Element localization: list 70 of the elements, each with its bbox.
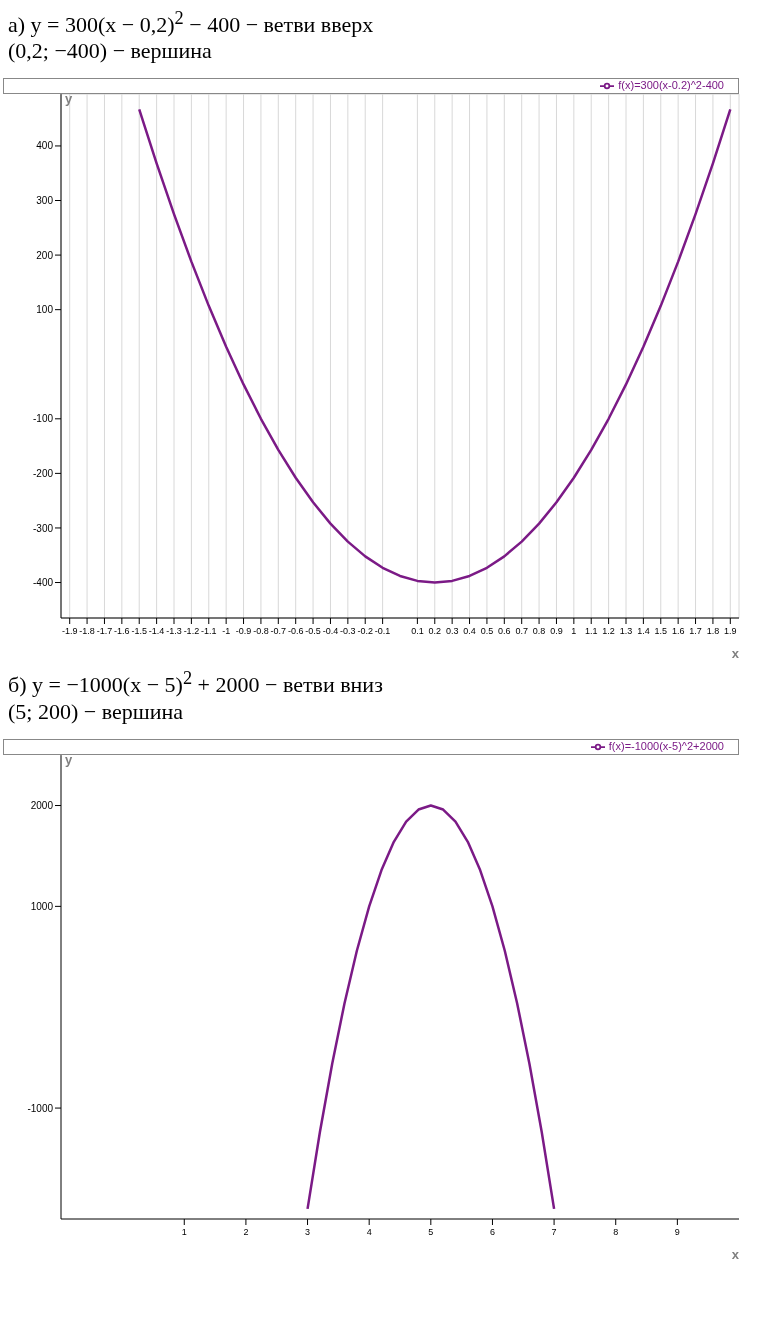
x-tick-label: 4 bbox=[366, 1227, 372, 1238]
y-tick-label: 300 bbox=[36, 195, 54, 207]
x-tick-label: -0.5 bbox=[305, 626, 321, 637]
chart-title: а) y = 300(x − 0,2)$^{2}$ − 400 − ветви вверх bbox=[8, 8, 375, 39]
x-tick-label: 0.4 bbox=[463, 626, 476, 637]
y-tick-label: 1000 bbox=[30, 900, 54, 912]
x-tick-label: -1.1 bbox=[201, 626, 217, 637]
x-tick-label: -1.8 bbox=[79, 626, 95, 637]
x-axis-title: x bbox=[731, 1246, 740, 1262]
line-series bbox=[137, 108, 732, 585]
y-tick-label: -100 bbox=[32, 413, 54, 425]
x-tick-label: -0.9 bbox=[235, 626, 252, 637]
x-tick-label: 9 bbox=[674, 1227, 680, 1238]
x-tick-label: 2 bbox=[243, 1227, 249, 1238]
x-tick-label: 1.9 bbox=[724, 626, 737, 637]
y-tick-label: -200 bbox=[32, 468, 54, 480]
x-tick-label: -1.4 bbox=[148, 626, 165, 637]
x-tick-label: -1.6 bbox=[114, 626, 130, 637]
x-tick-label: 0.7 bbox=[515, 626, 528, 637]
x-tick-label: 0.6 bbox=[498, 626, 511, 637]
x-tick-label: 0.5 bbox=[480, 626, 494, 637]
x-tick-label: 1 bbox=[181, 1227, 187, 1238]
x-tick-label: -0.3 bbox=[340, 626, 356, 637]
x-tick-label: -0.1 bbox=[374, 626, 391, 637]
x-tick-label: 3 bbox=[305, 1227, 311, 1238]
y-tick-label: 100 bbox=[36, 304, 54, 316]
x-tick-label: 0.9 bbox=[550, 626, 563, 637]
chart-subtitle: (0,2; −400) − вершина bbox=[8, 38, 213, 65]
x-tick-label: 0.1 bbox=[411, 626, 424, 637]
legend-label: f(x)=300(x-0.2)^2-400 bbox=[618, 79, 724, 92]
x-tick-label: -0.8 bbox=[253, 626, 269, 637]
x-tick-label: -0.7 bbox=[270, 626, 287, 637]
x-tick-label: 1.7 bbox=[689, 626, 702, 637]
y-tick-label: -400 bbox=[32, 577, 54, 589]
x-tick-label: 1 bbox=[571, 626, 577, 637]
x-tick-label: 1.3 bbox=[619, 626, 633, 637]
x-tick-label: -1.9 bbox=[61, 626, 78, 637]
x-tick-label: 0.2 bbox=[428, 626, 442, 637]
x-tick-label: 0.3 bbox=[445, 626, 459, 637]
x-tick-label: 1.6 bbox=[671, 626, 685, 637]
y-tick-label: -300 bbox=[32, 522, 54, 534]
chart-title: б) y = −1000(x − 5)$^{2}$ + 2000 − ветви вниз bbox=[8, 668, 384, 699]
y-tick-label: -1000 bbox=[27, 1102, 54, 1114]
x-tick-label: 7 bbox=[551, 1227, 557, 1238]
x-tick-label: 1.4 bbox=[637, 626, 650, 637]
x-tick-label: -1.5 bbox=[131, 626, 147, 637]
line-series bbox=[306, 803, 556, 1210]
x-tick-label: -1.2 bbox=[183, 626, 200, 637]
y-axis-title: y bbox=[65, 91, 73, 107]
x-tick-label: 1.1 bbox=[584, 626, 598, 637]
x-tick-label: 1.8 bbox=[706, 626, 720, 637]
x-tick-label: 5 bbox=[428, 1227, 434, 1238]
x-tick-label: 1.5 bbox=[654, 626, 668, 637]
y-axis-title: y bbox=[65, 751, 73, 767]
x-tick-label: -0.6 bbox=[287, 626, 304, 637]
x-tick-label: 1.2 bbox=[602, 626, 615, 637]
legend-label: f(x)=-1000(x-5)^2+2000 bbox=[608, 739, 724, 752]
x-tick-label: 0.8 bbox=[532, 626, 546, 637]
x-tick-label: -1.7 bbox=[96, 626, 113, 637]
x-tick-label: -0.4 bbox=[322, 626, 339, 637]
chart-subtitle: (5; 200) − вершина bbox=[8, 698, 184, 725]
y-tick-label: 2000 bbox=[30, 799, 54, 811]
x-tick-label: -0.2 bbox=[357, 626, 373, 637]
x-tick-label: -1.3 bbox=[166, 626, 182, 637]
y-tick-label: 200 bbox=[36, 249, 54, 261]
x-tick-label: 8 bbox=[613, 1227, 619, 1238]
y-tick-label: 400 bbox=[36, 140, 54, 152]
x-axis-title: x bbox=[731, 646, 740, 662]
x-tick-label: 6 bbox=[489, 1227, 495, 1238]
x-tick-label: -1 bbox=[222, 626, 231, 637]
